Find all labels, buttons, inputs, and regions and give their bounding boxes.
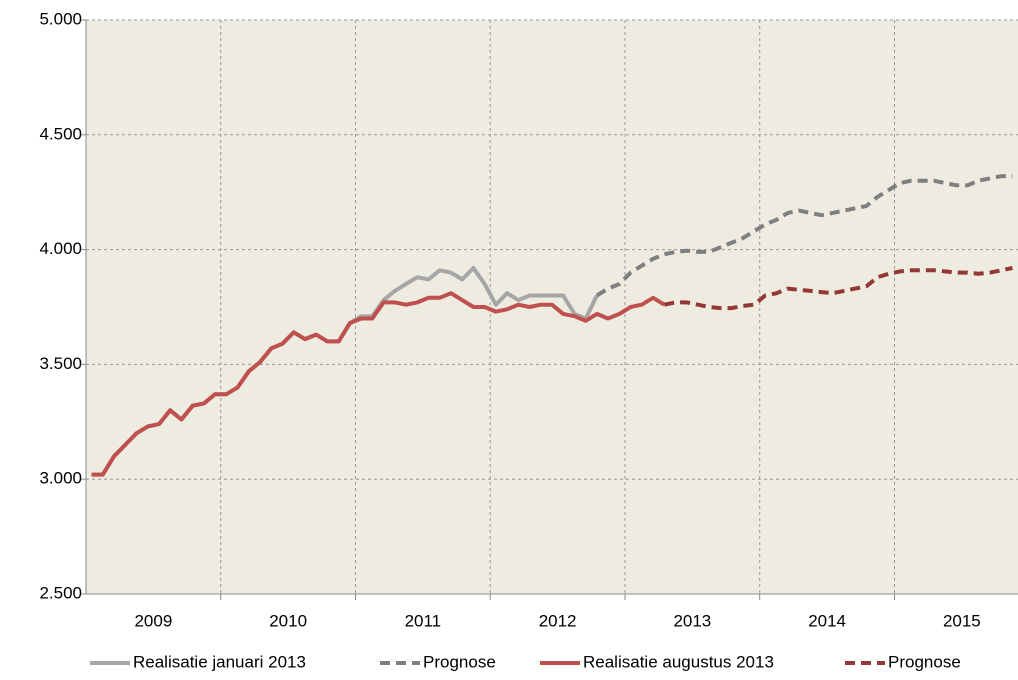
x-tick-label: 2013 xyxy=(673,611,711,630)
x-tick-label: 2014 xyxy=(808,611,846,630)
y-tick-label: 3.000 xyxy=(39,469,82,488)
y-tick-label: 4.000 xyxy=(39,239,82,258)
legend-label: Prognose xyxy=(423,652,496,671)
series-line xyxy=(663,266,1013,311)
y-tick-label: 5.000 xyxy=(39,9,82,28)
series-line xyxy=(91,291,666,477)
x-tick-label: 2012 xyxy=(539,611,577,630)
legend-label: Prognose xyxy=(888,652,961,671)
legend-label: Realisatie augustus 2013 xyxy=(583,652,774,671)
y-tick-label: 4.500 xyxy=(39,124,82,143)
x-tick-label: 2010 xyxy=(269,611,307,630)
x-tick-label: 2011 xyxy=(405,611,442,630)
x-tick-label: 2009 xyxy=(134,611,172,630)
x-tick-label: 2015 xyxy=(943,611,981,630)
y-tick-label: 3.500 xyxy=(39,354,82,373)
series-line xyxy=(595,174,1013,298)
y-tick-label: 2.500 xyxy=(39,583,82,602)
legend-label: Realisatie januari 2013 xyxy=(133,652,306,671)
